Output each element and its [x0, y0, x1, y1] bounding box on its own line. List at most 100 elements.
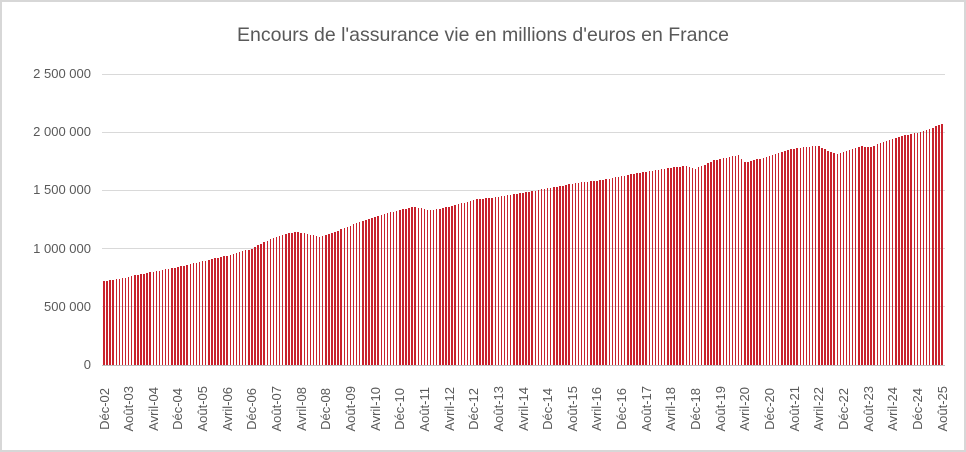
bar [916, 132, 919, 365]
bar [291, 232, 293, 365]
bar [365, 219, 367, 365]
y-axis-tick-label: 0 [83, 357, 91, 372]
bar [331, 232, 333, 365]
bar [679, 166, 681, 365]
bar [497, 196, 500, 365]
bar [325, 235, 327, 365]
bar [688, 166, 691, 365]
bar [522, 192, 524, 365]
x-axis-tick-label: Avril-10 [367, 387, 383, 431]
bar [935, 126, 937, 365]
bar [722, 158, 724, 365]
bar [919, 131, 922, 365]
bar [740, 158, 743, 365]
chart-title: Encours de l'assurance vie en millions d… [237, 24, 729, 46]
bar [466, 201, 469, 365]
bar [657, 169, 660, 365]
bar [577, 182, 580, 365]
bar [454, 205, 456, 365]
x-axis-tick-label: Août-21 [786, 386, 802, 432]
bar [124, 277, 127, 365]
bar [811, 146, 814, 365]
x-axis-tick-label: Août-15 [564, 386, 580, 432]
x-axis-tick-label: Avril-12 [441, 387, 457, 431]
bar [525, 192, 527, 365]
bar [645, 171, 647, 365]
bar [888, 139, 891, 365]
bar [318, 236, 321, 365]
bar [509, 194, 512, 365]
bar [389, 212, 392, 365]
x-axis-tick-label: Août-05 [195, 386, 211, 432]
bar [540, 189, 543, 365]
bar [226, 255, 228, 365]
bar [352, 224, 355, 365]
bar [697, 167, 700, 365]
bar [340, 229, 342, 365]
bar [448, 206, 450, 365]
bar [694, 168, 697, 365]
bar [300, 232, 302, 365]
bar [713, 160, 715, 365]
bar [362, 220, 364, 365]
bar [355, 223, 358, 365]
bar [808, 146, 811, 365]
bar [759, 158, 761, 365]
bar [599, 180, 601, 365]
bar [719, 159, 721, 365]
bar [898, 136, 900, 365]
x-axis-tick-label: Déc-06 [244, 388, 260, 430]
bar [426, 209, 429, 365]
bar [445, 207, 447, 365]
bar [408, 208, 410, 365]
bar [614, 177, 617, 365]
bar [731, 156, 734, 365]
bar [639, 172, 641, 365]
bar [790, 149, 792, 365]
x-axis-tick-label: Août-09 [342, 386, 358, 432]
bar [818, 146, 820, 365]
bar [358, 221, 361, 365]
bar [580, 182, 583, 365]
bar [395, 210, 398, 365]
x-axis-tick-label: Août-25 [934, 386, 950, 432]
bar [519, 193, 521, 365]
bar [559, 186, 561, 365]
bar [263, 242, 265, 365]
gridline [102, 131, 945, 133]
bar [503, 195, 506, 365]
bar [380, 214, 383, 365]
bar [710, 161, 712, 365]
bar [248, 249, 250, 365]
bar [904, 135, 906, 365]
bar [435, 209, 438, 365]
bar [549, 187, 552, 365]
bar [220, 257, 222, 365]
bar [848, 150, 851, 365]
bar [472, 199, 475, 365]
bar [328, 234, 330, 365]
bar [586, 181, 589, 365]
bar [423, 209, 426, 365]
bar [568, 184, 570, 365]
bar [334, 231, 336, 365]
bar [180, 266, 182, 365]
bar [106, 280, 108, 365]
bar [787, 150, 789, 365]
bar [630, 174, 632, 365]
bar [593, 180, 595, 365]
bar [343, 228, 346, 365]
bar [543, 188, 546, 365]
bar [845, 151, 848, 365]
bar [451, 205, 453, 365]
x-axis-tick-label: Avril-18 [663, 387, 679, 431]
bar [608, 178, 610, 365]
bar [744, 162, 746, 365]
bar [513, 194, 515, 365]
bar [768, 155, 771, 365]
x-axis-tick-label: Déc-18 [688, 388, 704, 430]
bar [251, 248, 253, 365]
bar [531, 190, 533, 365]
bar [596, 180, 598, 365]
bar [420, 208, 423, 365]
